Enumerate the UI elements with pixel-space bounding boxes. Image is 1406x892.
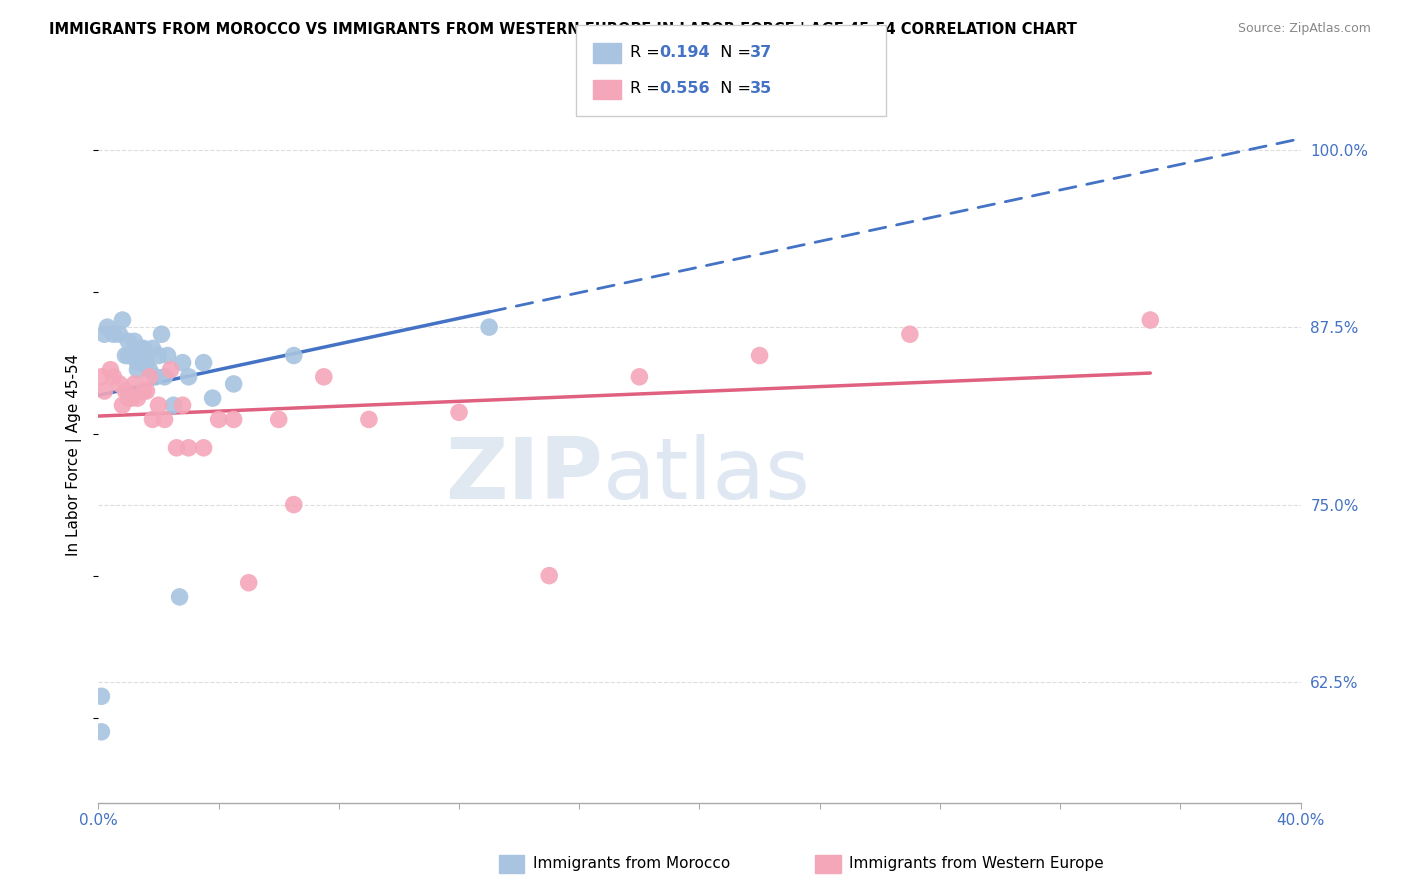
Point bbox=[138, 362, 160, 376]
Point bbox=[132, 384, 155, 398]
Text: 0.556: 0.556 bbox=[659, 81, 710, 96]
Point bbox=[103, 327, 125, 342]
Point bbox=[156, 349, 179, 363]
Text: ZIP: ZIP bbox=[446, 434, 603, 517]
Point bbox=[193, 441, 215, 455]
Point bbox=[478, 320, 501, 334]
Point bbox=[222, 376, 245, 391]
Point bbox=[93, 384, 115, 398]
Point bbox=[148, 398, 170, 412]
Point bbox=[135, 356, 157, 370]
Point bbox=[141, 342, 163, 356]
Point bbox=[111, 398, 134, 412]
Text: N =: N = bbox=[710, 81, 756, 96]
Point bbox=[166, 441, 188, 455]
Text: 35: 35 bbox=[749, 81, 772, 96]
Point bbox=[117, 349, 139, 363]
Point bbox=[283, 498, 305, 512]
Point bbox=[129, 342, 152, 356]
Point bbox=[201, 391, 224, 405]
Text: 37: 37 bbox=[749, 45, 772, 60]
Point bbox=[267, 412, 290, 426]
Point bbox=[127, 391, 149, 405]
Point bbox=[121, 349, 143, 363]
Point bbox=[103, 369, 125, 384]
Point bbox=[1139, 313, 1161, 327]
Point bbox=[132, 342, 155, 356]
Point bbox=[100, 362, 122, 376]
Point bbox=[162, 398, 184, 412]
Point bbox=[177, 441, 200, 455]
Y-axis label: In Labor Force | Age 45-54: In Labor Force | Age 45-54 bbox=[66, 354, 83, 556]
Point bbox=[172, 398, 194, 412]
Point bbox=[150, 327, 173, 342]
Text: 0.194: 0.194 bbox=[659, 45, 710, 60]
Point bbox=[127, 362, 149, 376]
Point bbox=[117, 334, 139, 349]
Text: atlas: atlas bbox=[603, 434, 811, 517]
Point bbox=[108, 376, 131, 391]
Point bbox=[127, 349, 149, 363]
Point bbox=[127, 356, 149, 370]
Point bbox=[90, 690, 112, 704]
Point bbox=[159, 362, 181, 376]
Point bbox=[124, 349, 146, 363]
Point bbox=[117, 391, 139, 405]
Text: Immigrants from Western Europe: Immigrants from Western Europe bbox=[849, 856, 1104, 871]
Text: Source: ZipAtlas.com: Source: ZipAtlas.com bbox=[1237, 22, 1371, 36]
Point bbox=[748, 349, 770, 363]
Point bbox=[172, 356, 194, 370]
Point bbox=[135, 384, 157, 398]
Point bbox=[628, 369, 651, 384]
Point bbox=[222, 412, 245, 426]
Point bbox=[90, 724, 112, 739]
Point bbox=[357, 412, 380, 426]
Point bbox=[93, 327, 115, 342]
Point bbox=[124, 376, 146, 391]
Point bbox=[177, 369, 200, 384]
Point bbox=[898, 327, 921, 342]
Text: IMMIGRANTS FROM MOROCCO VS IMMIGRANTS FROM WESTERN EUROPE IN LABOR FORCE | AGE 4: IMMIGRANTS FROM MOROCCO VS IMMIGRANTS FR… bbox=[49, 22, 1077, 38]
Point bbox=[141, 412, 163, 426]
Point bbox=[111, 313, 134, 327]
Point bbox=[145, 369, 167, 384]
Point bbox=[447, 405, 470, 419]
Point bbox=[153, 369, 176, 384]
Point bbox=[90, 369, 112, 384]
Point bbox=[153, 412, 176, 426]
Point bbox=[208, 412, 231, 426]
Point bbox=[312, 369, 335, 384]
Text: R =: R = bbox=[630, 81, 665, 96]
Point bbox=[124, 334, 146, 349]
Point bbox=[121, 391, 143, 405]
Point bbox=[169, 590, 191, 604]
Point bbox=[114, 349, 136, 363]
Point bbox=[238, 575, 260, 590]
Point bbox=[96, 320, 118, 334]
Point bbox=[129, 356, 152, 370]
Point bbox=[193, 356, 215, 370]
Point bbox=[114, 384, 136, 398]
Point bbox=[132, 349, 155, 363]
Point bbox=[538, 568, 561, 582]
Point bbox=[138, 369, 160, 384]
Text: Immigrants from Morocco: Immigrants from Morocco bbox=[533, 856, 730, 871]
Text: N =: N = bbox=[710, 45, 756, 60]
Point bbox=[148, 349, 170, 363]
Text: R =: R = bbox=[630, 45, 665, 60]
Point bbox=[283, 349, 305, 363]
Point bbox=[108, 327, 131, 342]
